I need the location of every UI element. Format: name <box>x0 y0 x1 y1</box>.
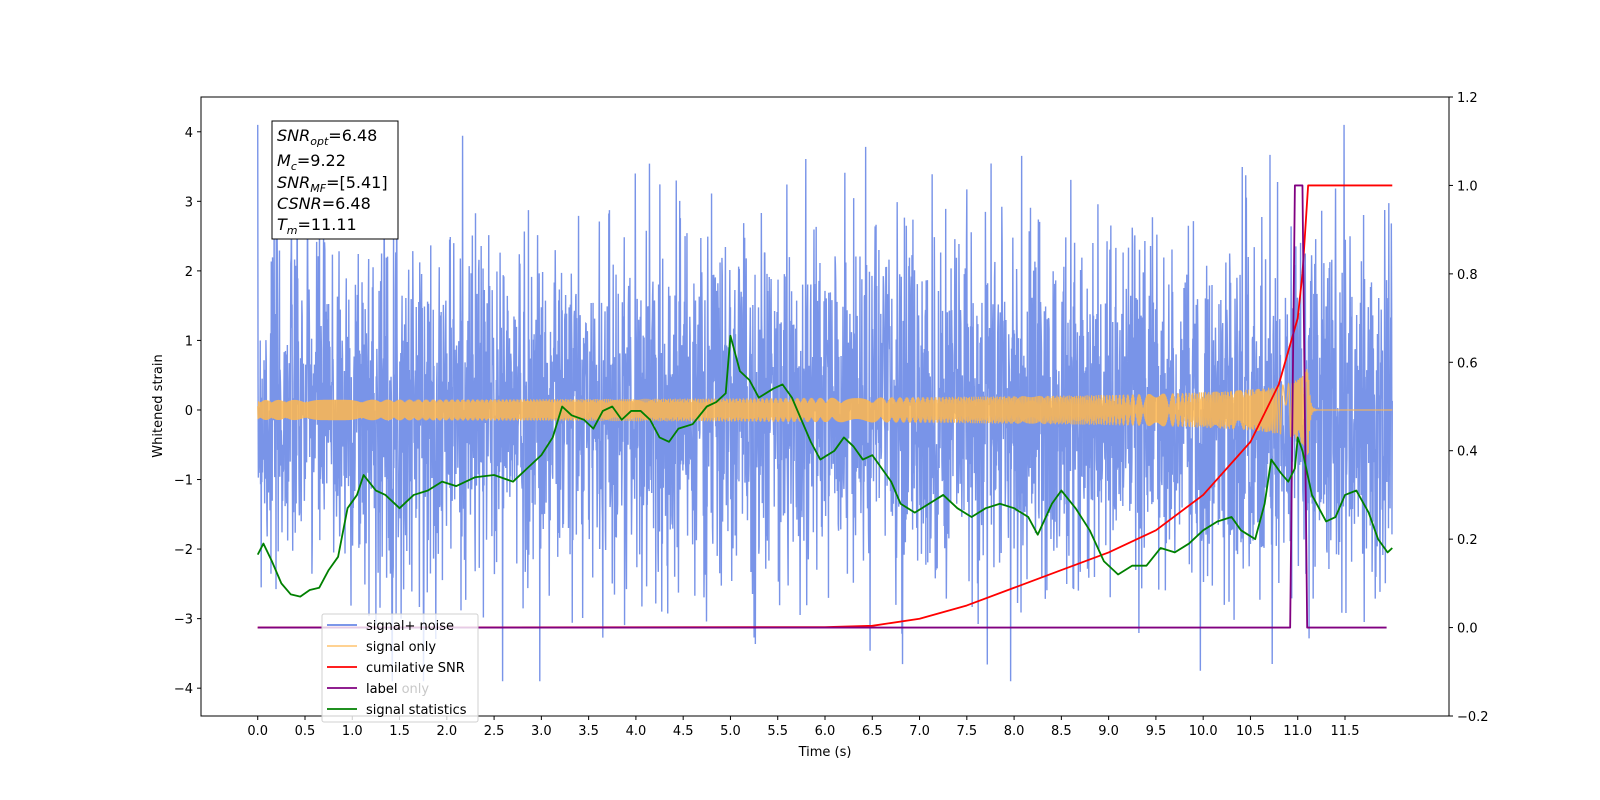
cumulative-snr-line <box>257 184 1393 629</box>
x-axis-ticks: 0.0 0.5 1.0 1.5 2.0 2.5 3.0 3.5 4.0 4.5 5.0 5.5 6.0 6… <box>247 716 1359 739</box>
x-tick-label: 10.5 <box>1236 724 1265 739</box>
x-tick-label: 8.0 <box>1004 724 1025 739</box>
series-layer <box>256 124 1393 682</box>
y-right-tick-label: 1.2 <box>1457 91 1478 106</box>
x-tick-label: 9.5 <box>1146 724 1167 739</box>
x-tick-label: 8.5 <box>1051 724 1072 739</box>
x-axis-label: Time (s) <box>798 745 852 760</box>
y-left-tick-label: 2 <box>185 265 193 280</box>
legend-item-label: label <box>327 682 397 697</box>
annotation-mc: Mc=9.22 <box>277 151 346 173</box>
left-y-axis-ticks: −4 −3 −2 −1 0 1 2 3 4 <box>174 126 201 697</box>
x-tick-label: 2.0 <box>436 724 457 739</box>
x-tick-label: 6.5 <box>862 724 883 739</box>
legend-label: signal statistics <box>366 703 467 718</box>
legend-label: cumilative SNR <box>366 661 465 676</box>
legend: label only signal+ noise signal only cumila… <box>321 613 479 723</box>
x-tick-label: 5.0 <box>720 724 741 739</box>
y-left-tick-label: −4 <box>174 682 193 697</box>
x-tick-label: 1.0 <box>342 724 363 739</box>
y-left-tick-label: 1 <box>185 334 193 349</box>
x-tick-label: 1.5 <box>389 724 410 739</box>
annotation-snr-opt: SNRopt=6.48 <box>277 126 377 148</box>
x-tick-label: 7.5 <box>956 724 977 739</box>
annotation-tm: Tm=11.11 <box>277 215 357 237</box>
legend-label-hidden: label only <box>366 682 429 697</box>
signal-plus-noise-line <box>257 124 1393 682</box>
y-axis-label: Whitened strain <box>151 354 166 457</box>
y-left-tick-label: −3 <box>174 613 193 628</box>
y-right-tick-label: 0.8 <box>1457 268 1478 283</box>
legend-item-signal-statistics: signal statistics <box>327 703 467 718</box>
x-tick-label: 3.0 <box>531 724 552 739</box>
x-tick-label: 11.5 <box>1331 724 1360 739</box>
annotation-snr-mf: SNRMF=[5.41] <box>277 173 388 195</box>
y-right-tick-label: 0.0 <box>1457 622 1478 637</box>
x-tick-label: 4.0 <box>626 724 647 739</box>
y-left-tick-label: 0 <box>185 404 193 419</box>
x-tick-label: 5.5 <box>767 724 788 739</box>
signal-statistics-line <box>256 334 1393 598</box>
y-right-tick-label: 1.0 <box>1457 179 1478 194</box>
legend-item-signal-plus-noise: signal+ noise <box>327 619 454 634</box>
legend-label: label <box>366 682 397 697</box>
y-right-tick-label: 0.6 <box>1457 356 1478 371</box>
legend-label: signal+ noise <box>366 619 454 634</box>
x-tick-label: 4.5 <box>673 724 694 739</box>
x-tick-label: 0.0 <box>247 724 268 739</box>
y-left-tick-label: 3 <box>185 195 193 210</box>
annotation-box: SNRopt=6.48 Mc=9.22 SNRMF=[5.41] CSNR=6.… <box>271 120 399 240</box>
x-tick-label: 6.0 <box>815 724 836 739</box>
x-tick-label: 2.5 <box>484 724 505 739</box>
label-line <box>257 184 1387 629</box>
right-y-axis-ticks: −0.2 0.0 0.2 0.4 0.6 0.8 1.0 1.2 <box>1449 91 1489 725</box>
signal-only-line <box>257 369 1393 455</box>
y-right-tick-label: 0.2 <box>1457 533 1478 548</box>
y-right-tick-label: −0.2 <box>1457 710 1489 725</box>
y-right-tick-label: 0.4 <box>1457 445 1478 460</box>
y-left-tick-label: −1 <box>174 474 193 489</box>
y-left-tick-label: 4 <box>185 126 193 141</box>
annotation-csnr: CSNR=6.48 <box>277 194 371 213</box>
x-tick-label: 9.0 <box>1098 724 1119 739</box>
x-tick-label: 3.5 <box>578 724 599 739</box>
x-tick-label: 11.0 <box>1283 724 1312 739</box>
legend-label: signal only <box>366 640 436 655</box>
x-tick-label: 0.5 <box>295 724 316 739</box>
legend-item-cumulative-snr: cumilative SNR <box>327 661 465 676</box>
legend-item-signal-only: signal only <box>327 640 436 655</box>
y-left-tick-label: −2 <box>174 543 193 558</box>
x-tick-label: 7.0 <box>909 724 930 739</box>
x-tick-label: 10.0 <box>1189 724 1218 739</box>
